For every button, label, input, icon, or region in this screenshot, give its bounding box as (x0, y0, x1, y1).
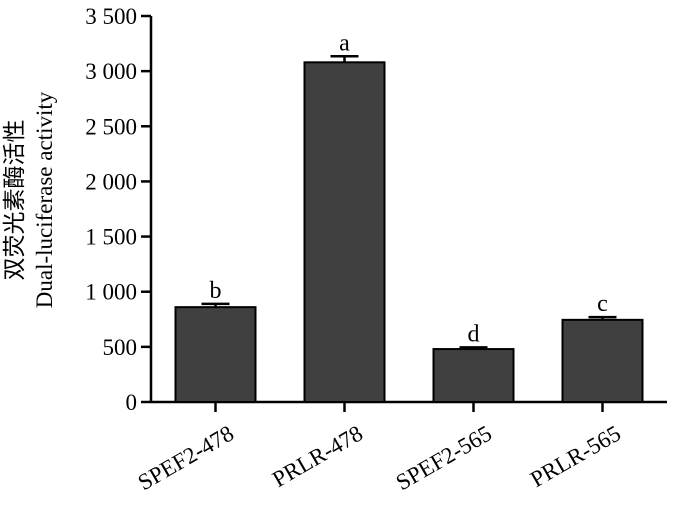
bar (432, 348, 515, 404)
bar (303, 61, 386, 403)
significance-label: a (339, 30, 350, 56)
y-tick-label: 1 500 (85, 225, 137, 250)
y-axis-label-chinese: 双荧光素酶活性 (2, 120, 27, 281)
y-tick-label: 2 500 (85, 114, 137, 139)
significance-label: b (210, 278, 222, 304)
y-tick-label: 3 000 (85, 59, 137, 84)
x-tick-label: PRLR-565 (526, 421, 625, 492)
plot-area: 0 500 1 000 1 500 2 000 2 500 3 000 3 500 b SPEF2… (85, 4, 667, 495)
y-axis-title: 双荧光素酶活性 Dual-luciferase activity (2, 91, 57, 308)
significance-label: d (468, 321, 480, 347)
x-tick-label: PRLR-478 (268, 421, 367, 492)
x-tick-label: SPEF2-478 (134, 421, 238, 496)
y-tick-label: 3 500 (85, 4, 137, 29)
y-tick-label: 1 000 (85, 280, 137, 305)
bar (174, 306, 257, 404)
y-tick-label: 0 (126, 390, 138, 415)
significance-label: c (597, 291, 608, 317)
y-axis-label-english: Dual-luciferase activity (32, 91, 57, 308)
y-tick-label: 2 000 (85, 169, 137, 194)
y-tick-label: 500 (103, 335, 138, 360)
bar (561, 318, 644, 403)
x-tick-label: SPEF2-565 (392, 421, 496, 496)
